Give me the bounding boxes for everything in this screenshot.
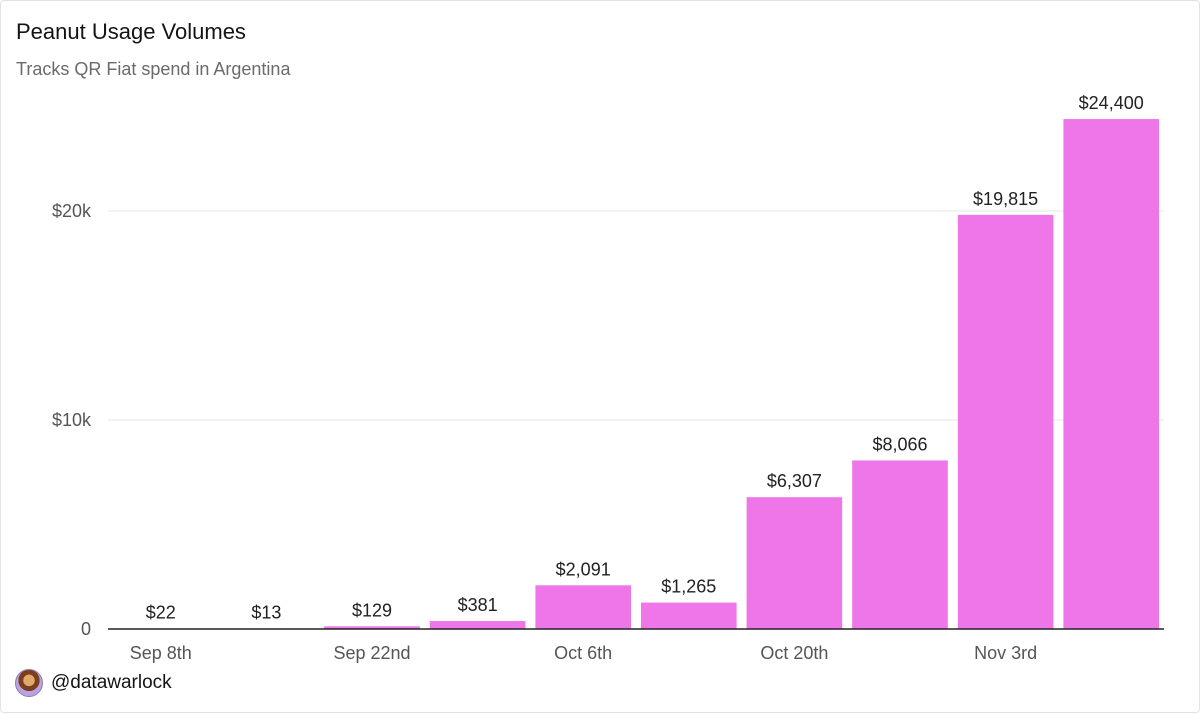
- x-tick-label: Sep 8th: [130, 643, 192, 663]
- bar-oct-6th[interactable]: [535, 585, 631, 629]
- bar-oct-20th[interactable]: [746, 497, 843, 629]
- data-label: $2,091: [556, 559, 611, 579]
- y-axis-labels: 0 $10k $20k: [52, 201, 92, 639]
- data-labels: $22 $13 $129 $381 $2,091 $1,265 $6,307 $8,066 $1…: [146, 93, 1144, 622]
- bar-nov-10th[interactable]: [1063, 119, 1159, 629]
- data-label: $381: [458, 595, 498, 615]
- data-label: $19,815: [973, 189, 1038, 209]
- bar-oct-13th[interactable]: [641, 602, 737, 629]
- data-label: $24,400: [1079, 93, 1144, 113]
- bar-sep-29th[interactable]: [429, 621, 526, 629]
- x-tick-label: Nov 3rd: [974, 643, 1037, 663]
- x-axis-labels: Sep 8th Sep 22nd Oct 6th Oct 20th Nov 3rd: [130, 643, 1037, 663]
- data-label: $8,066: [872, 434, 927, 454]
- x-tick-label: Sep 22nd: [333, 643, 410, 663]
- data-label: $1,265: [661, 577, 716, 597]
- x-tick-label: Oct 6th: [554, 643, 612, 663]
- data-label: $13: [251, 603, 281, 623]
- author-handle[interactable]: @datawarlock: [51, 672, 172, 693]
- x-tick-label: Oct 20th: [760, 643, 828, 663]
- avatar-icon[interactable]: [15, 669, 43, 697]
- footer: @datawarlock: [15, 669, 172, 697]
- data-label: $129: [352, 600, 392, 620]
- chart-title: Peanut Usage Volumes: [16, 19, 246, 44]
- bars: [113, 119, 1159, 629]
- chart-subtitle: Tracks QR Fiat spend in Argentina: [16, 59, 291, 79]
- y-tick-label: $10k: [52, 410, 92, 430]
- data-label: $22: [146, 603, 176, 623]
- y-tick-label: $20k: [52, 201, 92, 221]
- bar-sep-22nd[interactable]: [324, 626, 420, 629]
- y-tick-label: 0: [81, 619, 91, 639]
- data-label: $6,307: [767, 471, 822, 491]
- bar-nov-3rd[interactable]: [957, 214, 1054, 629]
- bar-oct-27th[interactable]: [852, 460, 948, 629]
